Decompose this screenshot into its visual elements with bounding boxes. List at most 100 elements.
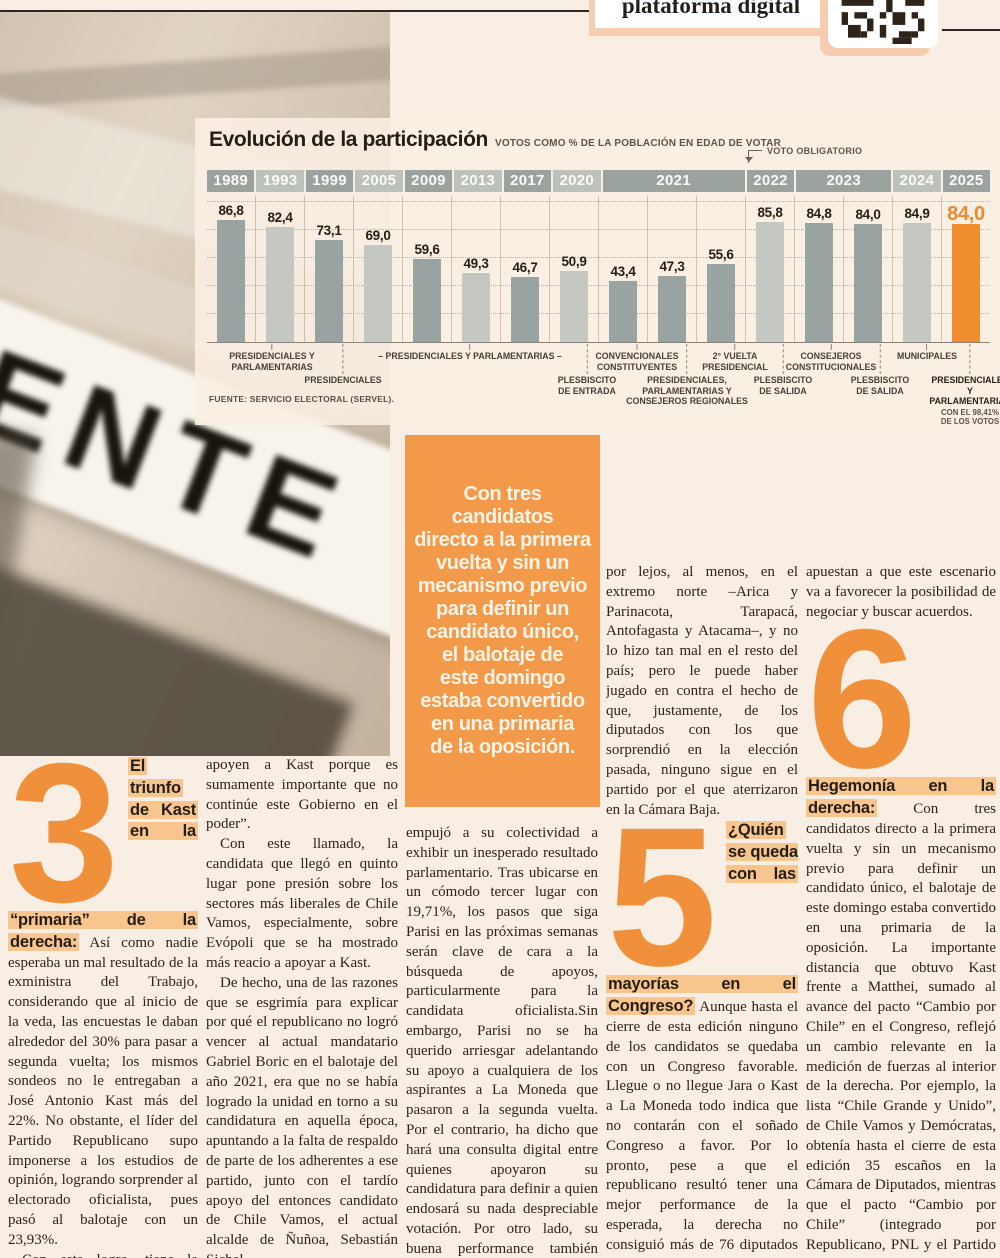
pull-quote-text: Con tres candidatos directo a la primera… bbox=[414, 483, 591, 758]
chart-source: FUENTE: SERVICIO ELECTORAL (SERVEL). bbox=[209, 394, 395, 404]
top-rule bbox=[0, 10, 592, 12]
chart-title: Evolución de la participación bbox=[209, 128, 488, 151]
platform-banner: plataforma digital bbox=[595, 0, 827, 28]
bar-value: 49,3 bbox=[463, 256, 489, 271]
bar-2024 bbox=[903, 223, 931, 342]
bar-2005 bbox=[364, 245, 392, 342]
bar-cell: 50,9 bbox=[549, 196, 598, 342]
paragraph: De hecho, una de las razones que se esgr… bbox=[206, 974, 398, 1258]
paragraph: Con este llamado, la candidata que llegó… bbox=[206, 836, 398, 971]
section-number-3: 3 bbox=[8, 756, 120, 943]
bar-cell: 84,9 bbox=[892, 196, 941, 342]
article-column-2: apoyen a Kast porque es sumamente import… bbox=[206, 756, 398, 1258]
article-column-5: apuestan a que este escenario va a favor… bbox=[806, 563, 996, 1258]
article-column-3: empujó a su colectividad a exhibir un in… bbox=[406, 824, 598, 1258]
gridline bbox=[207, 313, 990, 314]
bar-value: 46,7 bbox=[512, 260, 538, 275]
paragraph: por lejos, al menos, en el extremo norte… bbox=[606, 564, 798, 818]
bar-value: 84,0 bbox=[855, 207, 881, 222]
qr-code-icon bbox=[841, 0, 925, 44]
bar-cell: 49,3 bbox=[451, 196, 500, 342]
bar-value: 84,0 bbox=[947, 203, 985, 225]
bar-1989 bbox=[217, 220, 245, 342]
year-label-2025: 2025 bbox=[942, 170, 990, 192]
bar-value: 85,8 bbox=[757, 205, 783, 220]
bar-value: 47,3 bbox=[659, 259, 685, 274]
chart-plot: 86,8 82,4 73,1 69,0 59,6 49,3 46,7 50,9 43,4 47,3… bbox=[207, 196, 990, 343]
bar-value: 43,4 bbox=[610, 264, 636, 279]
bar-2013 bbox=[462, 273, 490, 342]
section-6-body: Con tres candidatos directo a la primera… bbox=[806, 801, 996, 1258]
chart-header: Evolución de la participación VOTOS COMO… bbox=[209, 128, 781, 152]
chart-year-band: 1989 1993 1999 2005 2009 2013 2017 2020 2021 2022… bbox=[207, 170, 990, 192]
photo-shadow-band bbox=[0, 43, 390, 111]
bar-value: 82,4 bbox=[267, 210, 293, 225]
year-label-1999: 1999 bbox=[305, 170, 354, 192]
section-3-body: Así como nadie esperaba un mal resultado… bbox=[8, 934, 198, 1248]
gridline bbox=[207, 257, 990, 258]
top-rule-right bbox=[942, 29, 1000, 31]
bar-value: 50,9 bbox=[561, 254, 587, 269]
chart-bars: 86,8 82,4 73,1 69,0 59,6 49,3 46,7 50,9 43,4 47,3… bbox=[207, 196, 990, 342]
year-label-2023: 2023 bbox=[796, 170, 892, 192]
bar-value: 69,0 bbox=[365, 228, 391, 243]
year-label-2013: 2013 bbox=[454, 170, 502, 192]
gridline bbox=[207, 201, 990, 202]
axis-label: – PRESIDENCIALES Y PARLAMENTARIAS – bbox=[378, 344, 562, 362]
participation-chart: Evolución de la participación VOTOS COMO… bbox=[195, 118, 1000, 426]
bar-1993 bbox=[266, 227, 294, 342]
bar-2021-2 bbox=[658, 276, 686, 342]
bar-cell: 84,8 bbox=[794, 196, 843, 342]
chart-xlabels: PRESIDENCIALES Y PARLAMENTARIAS PRESIDENC… bbox=[207, 344, 1000, 426]
axis-label: PLESBISCITO DE ENTRADA bbox=[558, 344, 617, 396]
paragraph: apoyen a Kast porque es sumamente import… bbox=[206, 757, 398, 833]
bar-cell: 85,8 bbox=[745, 196, 794, 342]
year-label-2017: 2017 bbox=[503, 170, 552, 192]
bar-cell: 86,8 bbox=[207, 196, 255, 342]
bar-2023-1 bbox=[805, 223, 833, 342]
bar-2009 bbox=[413, 259, 441, 342]
axis-label: PRESIDENCIALES, PARLAMENTARIAS Y CONSEJE… bbox=[626, 344, 748, 407]
platform-label: plataforma digital bbox=[621, 0, 801, 18]
article-column-4: por lejos, al menos, en el extremo norte… bbox=[606, 563, 798, 1258]
year-label-1989: 1989 bbox=[207, 170, 255, 192]
section-3-paragraph: El triunfo de Kast en la “primaria” de l… bbox=[8, 756, 198, 1251]
axis-label: 2° VUELTA PRESIDENCIAL bbox=[702, 344, 768, 372]
qr-card bbox=[828, 0, 938, 48]
voto-obligatorio-annotation: VOTO OBLIGATORIO bbox=[744, 146, 862, 163]
gridline bbox=[207, 285, 990, 286]
axis-label: MUNICIPALES bbox=[897, 344, 957, 362]
bar-2025 bbox=[952, 224, 980, 342]
year-label-2009: 2009 bbox=[404, 170, 453, 192]
article-column-1: 3 El triunfo de Kast en la “primaria” de… bbox=[8, 756, 198, 1258]
bar-2017 bbox=[511, 277, 539, 342]
bar-value: 86,8 bbox=[218, 203, 244, 218]
gridline bbox=[207, 229, 990, 230]
bar-cell: 46,7 bbox=[500, 196, 549, 342]
year-label-2022: 2022 bbox=[746, 170, 795, 192]
bar-value: 73,1 bbox=[316, 223, 342, 238]
section-number-6: 6 bbox=[806, 588, 918, 810]
axis-label-note: CON EL 98,41% DE LOS VOTOS bbox=[940, 407, 1000, 426]
bar-2020 bbox=[560, 271, 588, 342]
bar-cell: 47,3 bbox=[647, 196, 696, 342]
annotation-arrow-icon bbox=[744, 150, 762, 163]
paragraph: Con este logro, tiene la mayor ventaja p… bbox=[8, 1251, 198, 1258]
bar-2021-3 bbox=[707, 264, 735, 342]
bar-value: 84,8 bbox=[806, 206, 832, 221]
section-5-paragraph: ¿Quién se queda con las mayorías en el C… bbox=[606, 820, 798, 1258]
bar-cell: 55,6 bbox=[696, 196, 745, 342]
paragraph: apuestan a que este escenario va a favor… bbox=[806, 564, 996, 620]
axis-label: PRESIDENCIALES Y PARLAMENTARIASCON EL 98… bbox=[929, 344, 1000, 426]
axis-label: PLESBISCITO DE SALIDA bbox=[754, 344, 813, 396]
axis-label: CONSEJEROS CONSTITUCIONALES bbox=[786, 344, 876, 372]
bar-cell: 69,0 bbox=[353, 196, 402, 342]
year-label-1993: 1993 bbox=[256, 170, 304, 192]
bar-value: 59,6 bbox=[414, 242, 440, 257]
bar-2022 bbox=[756, 222, 784, 342]
year-label-2005: 2005 bbox=[355, 170, 403, 192]
bar-value: 84,9 bbox=[904, 206, 930, 221]
bar-cell: 84,0 bbox=[941, 196, 990, 342]
bar-cell: 82,4 bbox=[255, 196, 304, 342]
